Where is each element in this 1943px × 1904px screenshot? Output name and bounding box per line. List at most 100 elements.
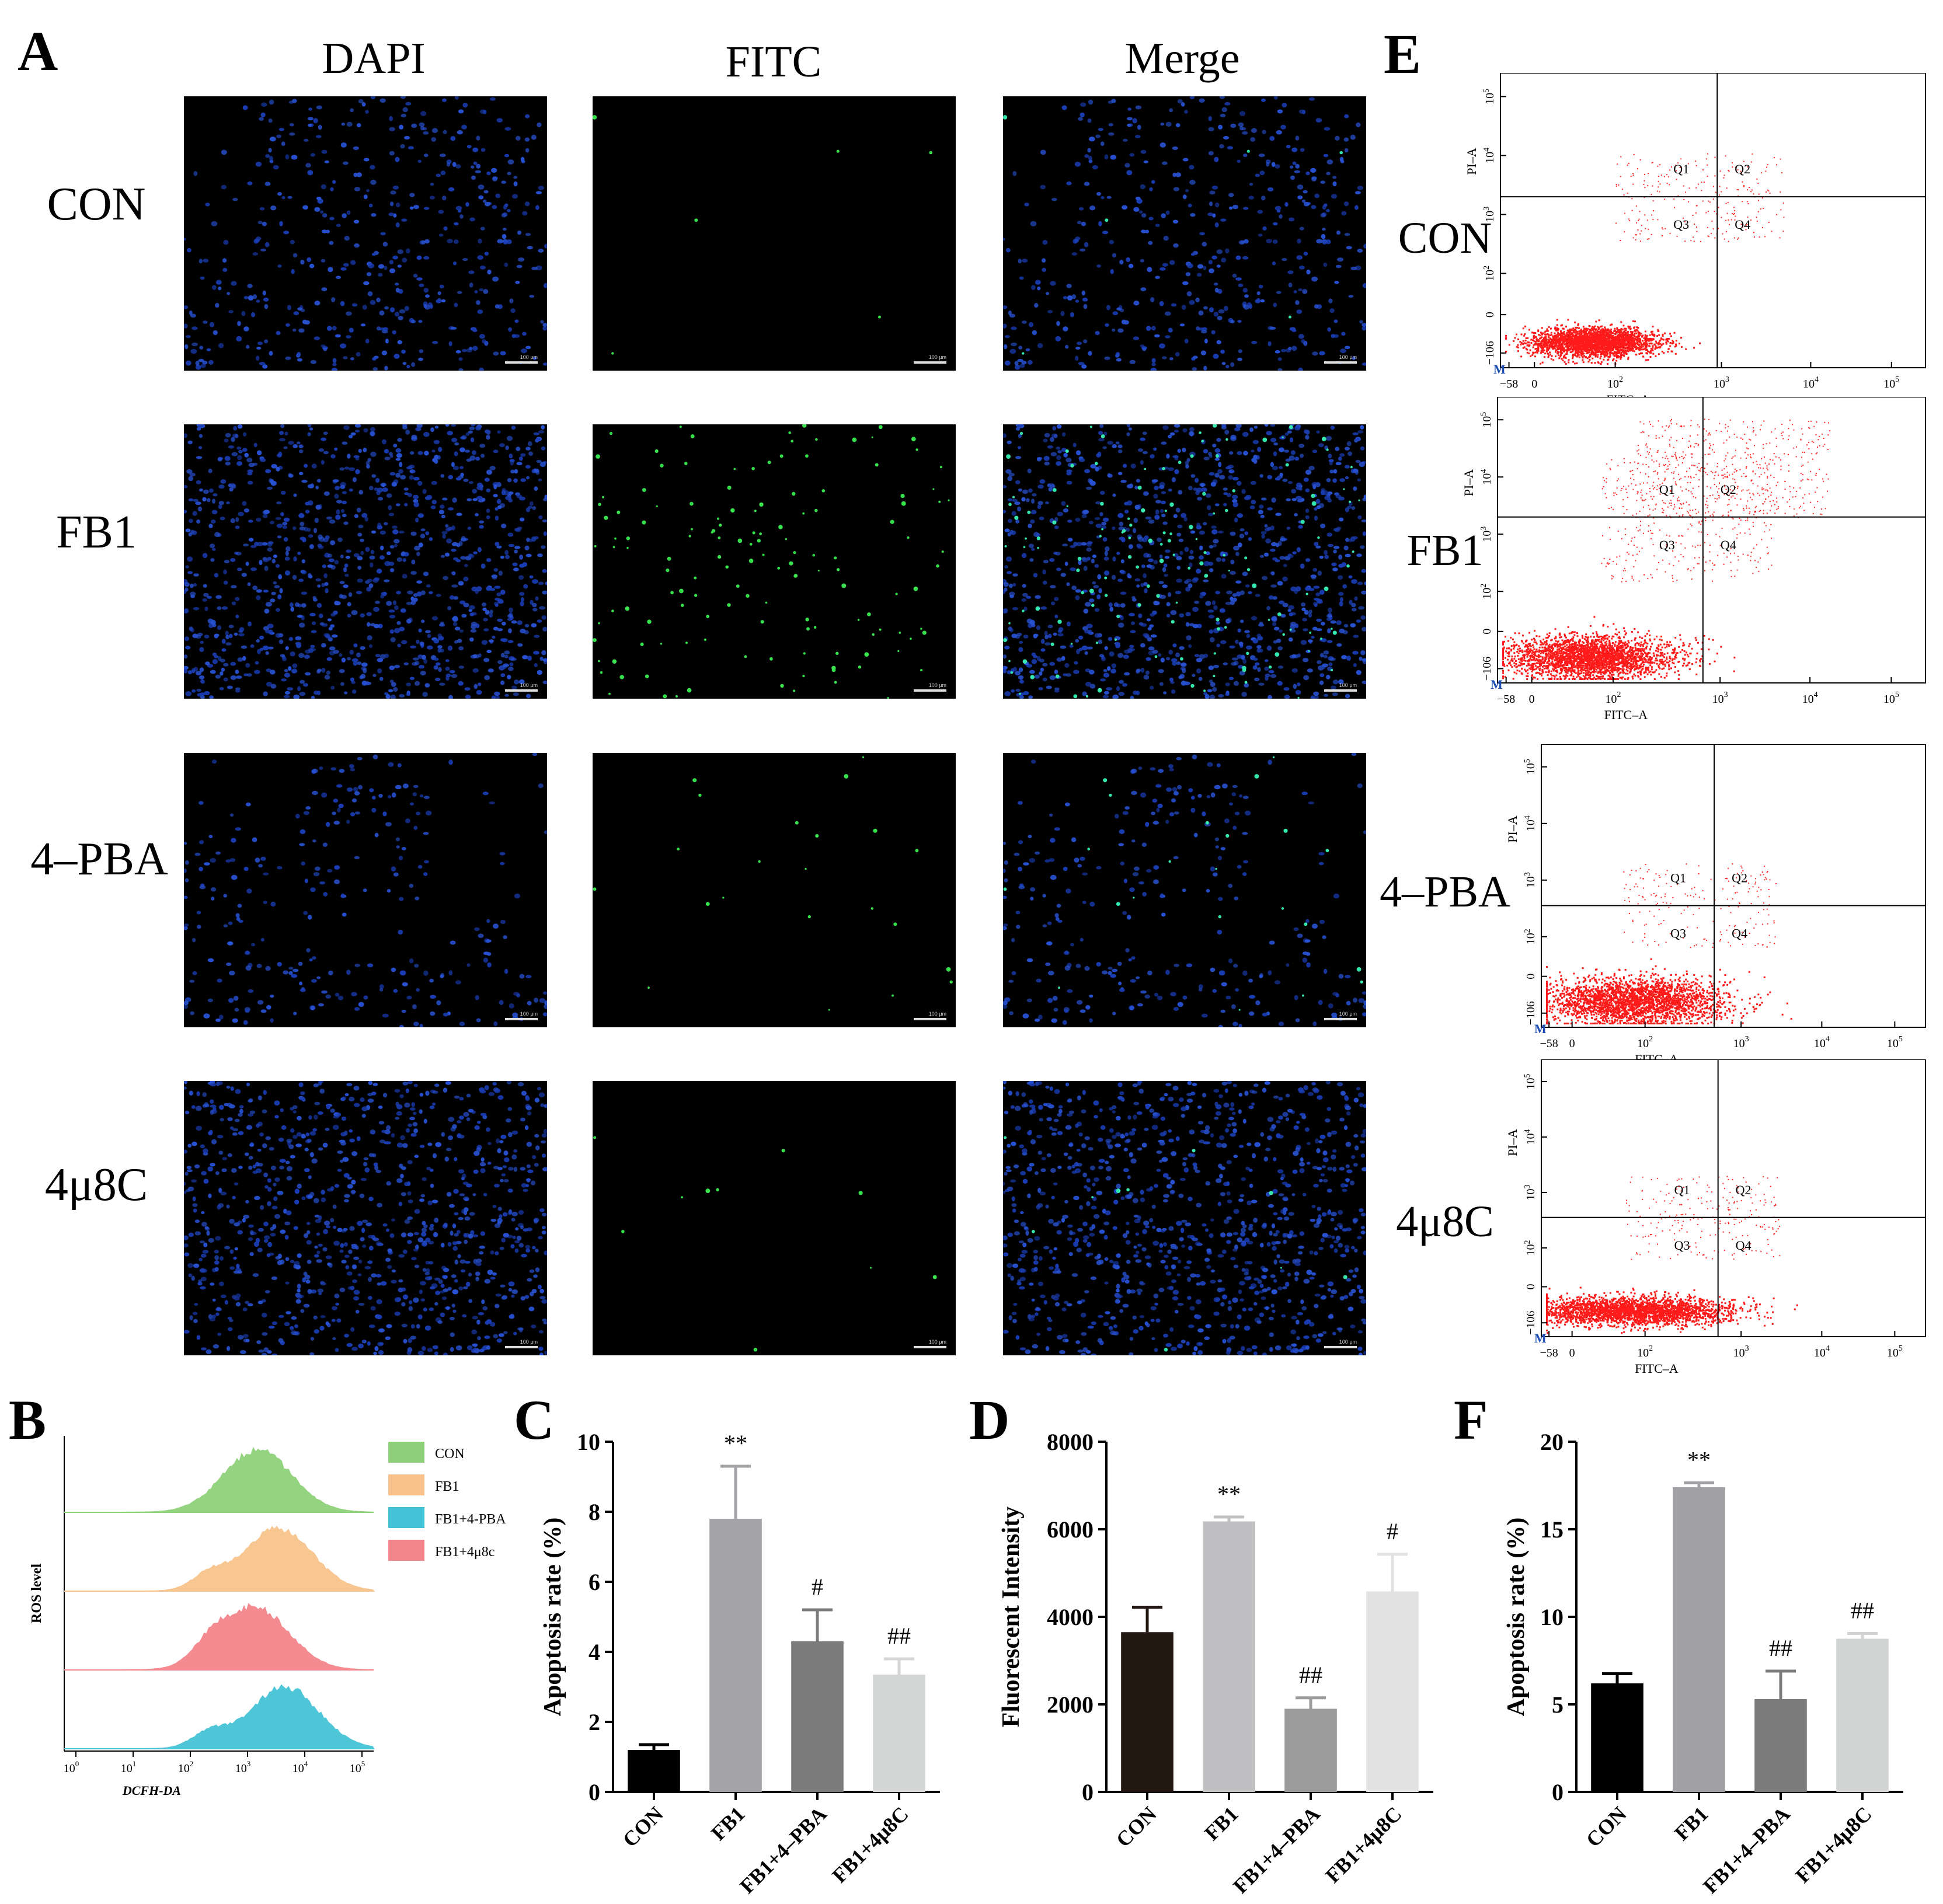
micrograph-fitc-3: 100 μm [593, 1081, 956, 1355]
scale-bar [1324, 689, 1357, 692]
scale-bar [505, 1018, 538, 1020]
scale-bar [914, 361, 946, 364]
quadrant-label-q3: Q3 [1659, 538, 1675, 552]
bar-0 [1121, 1632, 1174, 1792]
flow-y-label: PI–A [1505, 1129, 1520, 1156]
x-category-label-2: FB1+4–PBA [1228, 1802, 1324, 1898]
scale-bar-label: 100 μm [1339, 682, 1357, 688]
histogram-x-tick: 103 [235, 1759, 251, 1775]
flow-x-tick: 105 [1887, 1344, 1903, 1359]
significance-mark-3: ## [887, 1623, 911, 1649]
flow-y-tick: 104 [1482, 148, 1496, 163]
flow-x-tick: 102 [1637, 1344, 1653, 1359]
scale-bar-label: 100 μm [928, 682, 946, 688]
flow-y-tick: 104 [1523, 815, 1537, 831]
micrograph-dapi-2: 100 μm [184, 753, 547, 1027]
histogram-y-label: ROS level [29, 1564, 44, 1623]
legend-label-0: CON [435, 1446, 465, 1462]
quadrant-label-q3: Q3 [1673, 217, 1689, 232]
histogram-x-tick: 100 [64, 1759, 79, 1775]
y-tick-label: 20 [1540, 1429, 1564, 1455]
column-header-fitc: FITC [725, 37, 822, 86]
panel-letter-e: E [1384, 23, 1422, 85]
flow-x-tick: 104 [1803, 375, 1819, 390]
flow-y-tick: −106 [1484, 341, 1496, 365]
panel-letter-c: C [514, 1389, 555, 1451]
quadrant-label-q4: Q4 [1721, 538, 1736, 552]
y-tick-label: 15 [1540, 1516, 1564, 1543]
significance-mark-3: ## [1851, 1598, 1874, 1624]
scale-bar-label: 100 μm [1339, 1339, 1357, 1345]
ros-histogram: 100 101 102 103 104 105 DCFH-DA ROS level CON FB1… [29, 1436, 506, 1798]
bar-2 [791, 1641, 844, 1792]
micrograph-fitc-1: 100 μm [593, 424, 956, 699]
micrograph-merge-1: 100 μm [1003, 424, 1366, 699]
flow-y-tick: 103 [1523, 872, 1537, 888]
flow-x-tick: 103 [1733, 1344, 1749, 1359]
x-category-label-3: FB1+4μ8C [1321, 1802, 1406, 1887]
flow-x-tick: 104 [1802, 691, 1818, 706]
histogram-x-tick: 101 [121, 1759, 137, 1775]
y-tick-label: 4 [589, 1639, 600, 1665]
x-category-label-0: CON [1582, 1802, 1631, 1851]
quadrant-label-q3: Q3 [1674, 1238, 1690, 1253]
micrograph-merge-0: 100 μm [1003, 96, 1366, 371]
flow-x-label: FITC–A [1635, 1361, 1679, 1376]
flow-x-label: FITC–A [1604, 707, 1648, 722]
bar-3 [1366, 1591, 1419, 1792]
scale-bar-label: 100 μm [520, 1011, 538, 1017]
bar-1 [1673, 1487, 1725, 1792]
micrograph-fitc-0: 100 μm [593, 96, 956, 371]
bar-0 [1591, 1683, 1643, 1792]
micrograph-dapi-3: 100 μm [184, 1081, 547, 1355]
flow-y-tick: 105 [1523, 759, 1537, 775]
y-tick-label: 0 [1082, 1779, 1094, 1805]
flow-row-label-fb1: FB1 [1406, 526, 1484, 575]
flow-x-tick: 0 [1569, 1037, 1575, 1050]
flow-y-tick: 0 [1524, 1284, 1537, 1290]
row-label-fb1: FB1 [56, 507, 137, 558]
histogram-x-tick: 102 [178, 1759, 194, 1775]
flow-y-tick: 102 [1523, 929, 1537, 944]
flow-y-tick: 105 [1482, 89, 1496, 104]
scale-bar [914, 1018, 946, 1020]
panel-letter-b: B [9, 1389, 47, 1451]
legend-swatch-1 [388, 1474, 424, 1495]
bar-0 [628, 1750, 680, 1792]
y-tick-label: 0 [1552, 1779, 1564, 1805]
quadrant-label-q4: Q4 [1732, 926, 1747, 940]
scale-bar [1324, 1346, 1357, 1348]
legend-swatch-2 [388, 1507, 424, 1528]
x-category-label-3: FB1+4μ8C [827, 1802, 913, 1887]
y-tick-label: 6000 [1047, 1516, 1094, 1543]
column-header-merge: Merge [1124, 34, 1240, 83]
scale-bar [1324, 361, 1357, 364]
y-tick-label: 8 [589, 1499, 600, 1525]
scale-bar [914, 689, 946, 692]
scale-bar-label: 100 μm [928, 1339, 946, 1345]
y-tick-label: 2000 [1047, 1692, 1094, 1718]
micrograph-dapi-1: 100 μm [184, 424, 547, 699]
significance-mark-1: ** [1687, 1447, 1711, 1473]
quadrant-label-q4: Q4 [1736, 1238, 1752, 1253]
x-category-label-0: CON [1112, 1802, 1161, 1851]
panel-letter-d: D [969, 1389, 1010, 1451]
flow-marker-m: M [1534, 1331, 1547, 1345]
flow-x-tick: 105 [1883, 691, 1899, 706]
flow-y-label: PI–A [1461, 469, 1476, 497]
flow-y-tick: 104 [1479, 469, 1493, 485]
legend-swatch-0 [388, 1442, 424, 1463]
flow-x-tick: 0 [1531, 378, 1537, 390]
bar-chart-f: 0 5 10 15 20 Apoptosis rate (%) CON ** FB1 ## FB1+… [1503, 1429, 1903, 1898]
flow-row-label-4pba: 4–PBA [1380, 867, 1510, 916]
quadrant-label-q1: Q1 [1670, 870, 1686, 885]
x-category-label-3: FB1+4μ8C [1791, 1802, 1876, 1887]
significance-mark-3: # [1387, 1518, 1398, 1544]
legend-label-2: FB1+4-PBA [435, 1512, 506, 1527]
panel-letter-a: A [18, 20, 58, 82]
scale-bar-label: 100 μm [520, 354, 538, 360]
y-tick-label: 10 [1540, 1604, 1564, 1630]
micrograph-dapi-0: 100 μm [184, 96, 547, 371]
flow-x-tick: 105 [1883, 375, 1899, 390]
flow-x-tick: 102 [1605, 691, 1621, 706]
